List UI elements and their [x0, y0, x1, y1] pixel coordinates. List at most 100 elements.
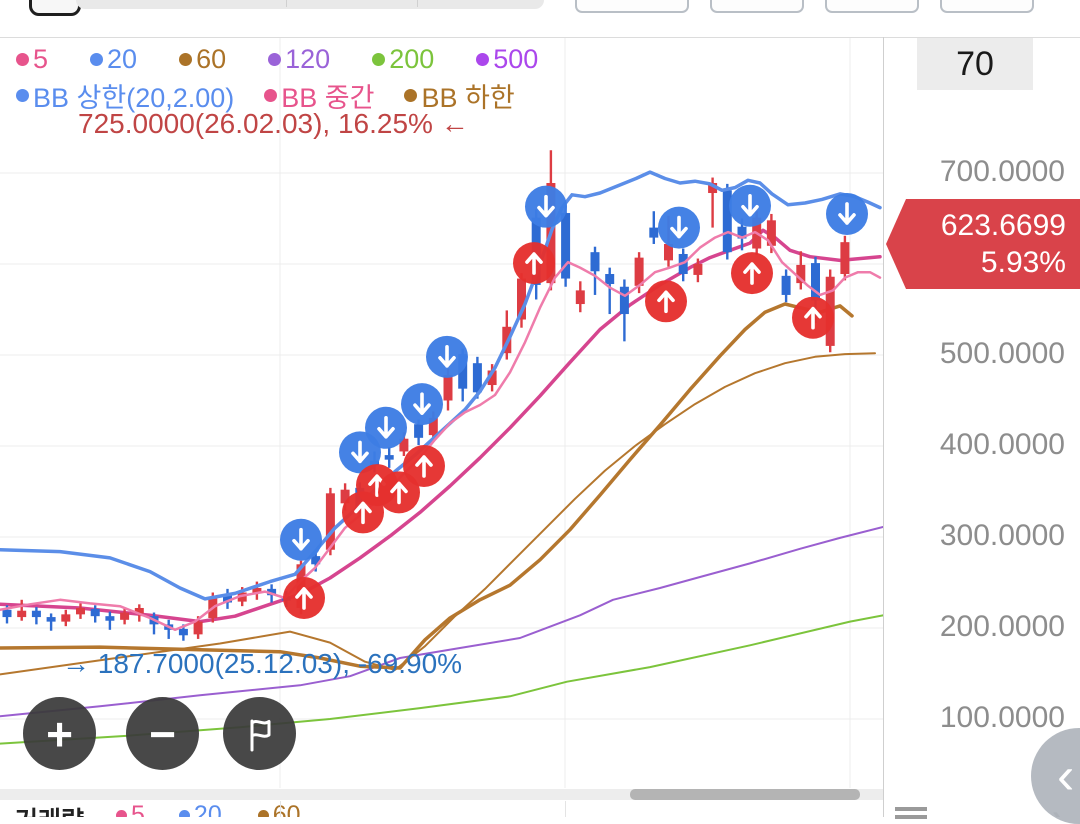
- candle-body: [472, 363, 482, 393]
- candle-body: [664, 243, 673, 261]
- legend-ma-200[interactable]: 200: [372, 44, 434, 75]
- low-annotation-text: 187.7000(25.12.03), -69.90%: [97, 648, 463, 679]
- overlay-line-MA60: [0, 302, 854, 670]
- legend-label: 60: [272, 801, 301, 817]
- candle-body: [414, 424, 424, 438]
- candle-body: [178, 628, 188, 636]
- left-arrow-icon: ←: [440, 108, 469, 139]
- legend-ma-500[interactable]: 500: [476, 44, 538, 75]
- zoom-in-button[interactable]: +: [23, 697, 96, 770]
- top-button-2[interactable]: [710, 0, 804, 13]
- up-arrow-icon: [390, 481, 408, 505]
- top-button-3[interactable]: [825, 0, 919, 13]
- top-button-4[interactable]: [940, 0, 1034, 13]
- current-price-badge: 623.6699 5.93%: [886, 199, 1080, 289]
- candle-body: [384, 455, 394, 460]
- candle-body: [76, 607, 85, 615]
- volume-legend-5[interactable]: 5: [116, 801, 145, 817]
- candle-body: [2, 609, 12, 618]
- down-arrow-icon: [377, 416, 395, 439]
- legend-dot: [264, 89, 278, 102]
- legend-label: 120: [285, 44, 331, 74]
- legend-dot: [476, 53, 490, 66]
- candle-body: [561, 213, 571, 279]
- legend-ma-20[interactable]: 20: [90, 44, 137, 75]
- candle-body: [46, 617, 56, 622]
- down-arrow-icon: [292, 527, 310, 551]
- price-chart-canvas[interactable]: [0, 0, 883, 817]
- legend-dot: [179, 53, 193, 66]
- candle-body: [708, 183, 718, 194]
- candle-body: [428, 417, 438, 436]
- down-arrow-icon: [438, 345, 456, 368]
- legend-label: BB 중간: [281, 83, 375, 113]
- candle-body: [399, 438, 409, 452]
- overlay-line-BB상한: [0, 170, 882, 601]
- legend-bb-lower[interactable]: BB 하한: [404, 76, 515, 115]
- candle-body: [252, 587, 262, 594]
- legend-label: 5: [131, 801, 145, 817]
- y-axis-label-500: 500.0000: [939, 337, 1065, 370]
- flag-button[interactable]: [223, 697, 296, 770]
- candle-body: [193, 621, 203, 635]
- legend-bb-upper[interactable]: BB 상한(20,2.00): [16, 76, 234, 115]
- chart-scrollbar-track[interactable]: [0, 789, 883, 800]
- legend-label: 20: [193, 801, 222, 817]
- y-axis-label-200: 200.0000: [939, 610, 1065, 643]
- volume-legend-20[interactable]: 20: [178, 801, 222, 817]
- up-arrow-icon: [804, 306, 822, 330]
- candle-body: [120, 612, 130, 620]
- candle-body: [325, 493, 335, 550]
- down-arrow-icon: [413, 392, 431, 415]
- up-arrow-icon: [743, 262, 761, 285]
- legend-label: 200: [389, 44, 435, 74]
- zoom-out-button[interactable]: −: [126, 697, 199, 770]
- high-price-annotation: 725.0000(26.02.03), 16.25% ←: [78, 108, 469, 140]
- top-button-1[interactable]: [575, 0, 689, 13]
- volume-settings-icon[interactable]: [895, 807, 927, 823]
- legend-dot: [16, 53, 29, 66]
- candle-body: [61, 614, 71, 622]
- legend-dot: [178, 810, 190, 817]
- legend-bb-mid[interactable]: BB 중간: [264, 76, 374, 115]
- candle-body: [340, 489, 350, 504]
- high-annotation-text: 725.0000(26.02.03), 16.25%: [78, 108, 433, 139]
- candle-body: [766, 220, 776, 246]
- legend-dot: [404, 89, 418, 102]
- candle-body: [237, 592, 247, 602]
- down-arrow-icon: [537, 194, 555, 218]
- top-tab-selected[interactable]: [29, 0, 81, 16]
- legend-label: BB 하한: [421, 83, 515, 113]
- visible-candle-count[interactable]: 70: [917, 38, 1033, 90]
- ma-legend-row: 5 20 60 120 200 500: [16, 44, 580, 75]
- candle-body: [649, 227, 659, 238]
- legend-ma-5[interactable]: 5: [16, 44, 48, 75]
- candle-body: [267, 588, 277, 596]
- chart-scrollbar-thumb[interactable]: [630, 789, 860, 800]
- legend-dot: [116, 810, 128, 817]
- low-price-annotation: → 187.7000(25.12.03), -69.90%: [62, 648, 462, 680]
- candle-body: [840, 242, 850, 275]
- up-arrow-icon: [354, 501, 372, 525]
- overlay-line-MA200: [0, 614, 883, 745]
- legend-ma-120[interactable]: 120: [268, 44, 330, 75]
- y-axis-label-300: 300.0000: [939, 519, 1065, 552]
- candle-body: [311, 556, 321, 565]
- volume-legend-60[interactable]: 60: [257, 801, 301, 817]
- legend-ma-60[interactable]: 60: [179, 44, 226, 75]
- up-arrow-icon: [525, 252, 543, 275]
- legend-label: 20: [107, 44, 138, 74]
- volume-pane-header: 거래량 5 20 60: [0, 801, 883, 817]
- candle-body: [443, 375, 453, 401]
- candle-body: [781, 275, 791, 295]
- candle-body: [487, 370, 497, 386]
- gridline: [565, 801, 566, 817]
- candle-body: [134, 607, 144, 614]
- candle-body: [811, 263, 820, 301]
- top-segmented-bar[interactable]: [76, 0, 544, 9]
- segment-divider: [286, 0, 287, 7]
- candle-body: [590, 252, 600, 272]
- segment-divider: [417, 0, 418, 7]
- legend-label: 500: [493, 44, 539, 74]
- collapse-panel-button[interactable]: ‹: [1031, 728, 1080, 824]
